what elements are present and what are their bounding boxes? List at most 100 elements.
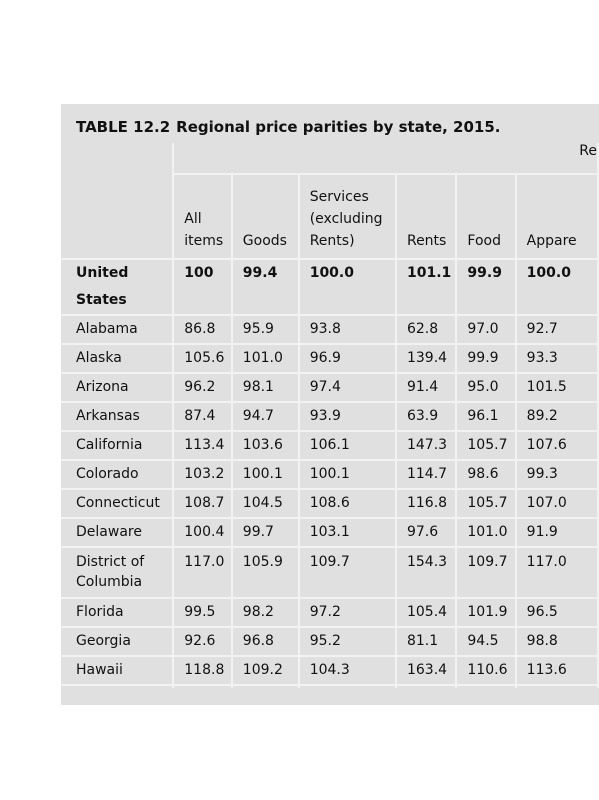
value-cell: 96.8 <box>232 628 300 657</box>
table-row: Hawaii 118.8 109.2 104.3 163.4 110.6 113.6 <box>61 657 599 686</box>
table-row: Connecticut 108.7 104.5 108.6 116.8 105.7 107.… <box>61 490 599 519</box>
value-cell: 100.4 <box>174 519 233 548</box>
value-cell: 105.9 <box>232 548 300 599</box>
value-cell: 98.8 <box>516 628 599 657</box>
value-cell: 91.9 <box>516 519 599 548</box>
value-cell: 103.2 <box>174 461 233 490</box>
value-cell: 109.7 <box>299 548 397 599</box>
value-cell: 100.1 <box>232 461 300 490</box>
value-cell: 81.1 <box>396 628 458 657</box>
value-cell: 113.6 <box>516 657 599 686</box>
value-cell: 98.1 <box>232 374 300 403</box>
price-parities-table: Re All items Goods Services (excluding R… <box>61 143 599 688</box>
col-header-apparel: Appare <box>516 175 599 260</box>
value-cell: 104.5 <box>232 490 300 519</box>
state-name-cell: Arkansas <box>61 403 175 432</box>
value-cell: 108.6 <box>299 490 397 519</box>
table-row: United States 100 99.4 100.0 101.1 99.9 100.0 <box>61 260 599 316</box>
value-cell: 147.3 <box>396 432 458 461</box>
value-cell: 101.0 <box>232 345 300 374</box>
value-cell: 105.4 <box>396 599 458 628</box>
value-cell: 89.2 <box>516 403 599 432</box>
state-name-cell: Alabama <box>61 316 175 345</box>
value-cell: 99.7 <box>232 519 300 548</box>
value-cell: 113.4 <box>174 432 233 461</box>
state-name-cell: Connecticut <box>61 490 175 519</box>
value-cell: 110.6 <box>457 657 517 686</box>
value-cell: 94.5 <box>457 628 517 657</box>
state-name-cell: District of Columbia <box>61 548 175 599</box>
value-cell: 107.0 <box>516 490 599 519</box>
table-row: Alabama 86.8 95.9 93.8 62.8 97.0 92.7 <box>61 316 599 345</box>
table-title: TABLE 12.2 Regional price parities by sta… <box>76 118 501 136</box>
value-cell: 87.4 <box>174 403 233 432</box>
value-cell: 99.5 <box>174 599 233 628</box>
value-cell: 154.3 <box>396 548 458 599</box>
table-row: District of Columbia 117.0 105.9 109.7 154.3… <box>61 548 599 599</box>
state-name-cell: California <box>61 432 175 461</box>
value-cell: 109.7 <box>457 548 517 599</box>
state-name-cell: Delaware <box>61 519 175 548</box>
value-cell: 97.6 <box>457 686 517 688</box>
value-cell: 86.8 <box>174 316 233 345</box>
value-cell: 63.9 <box>396 403 458 432</box>
state-name-cell: Colorado <box>61 461 175 490</box>
value-cell: 96.5 <box>516 599 599 628</box>
state-name-cell: Alaska <box>61 345 175 374</box>
table-caption: Regional price parities by state, 2015. <box>176 118 501 136</box>
table-row: California 113.4 103.6 106.1 147.3 105.7 107.6 <box>61 432 599 461</box>
table-row: Delaware 100.4 99.7 103.1 97.6 101.0 91.9 <box>61 519 599 548</box>
value-cell: 94.7 <box>232 403 300 432</box>
table-panel <box>61 104 599 705</box>
value-cell: 98.0 <box>233 686 300 688</box>
value-cell: 91.4 <box>396 374 458 403</box>
value-cell: 100.0 <box>299 260 397 316</box>
value-cell: 99.9 <box>457 260 517 316</box>
value-cell: 97.2 <box>299 599 397 628</box>
value-cell: 100 <box>174 260 233 316</box>
value-cell: 103.1 <box>299 519 397 548</box>
table-row: Georgia 92.6 96.8 95.2 81.1 94.5 98.8 <box>61 628 599 657</box>
col-header-food: Food <box>457 175 517 260</box>
value-cell: 114.7 <box>396 461 458 490</box>
col-header-all-items: All items <box>174 175 233 260</box>
value-cell: 101.9 <box>457 599 517 628</box>
value-cell: 93.3 <box>516 345 599 374</box>
col-header-services: Services (excluding Rents) <box>299 175 397 260</box>
state-name-cell: Georgia <box>61 628 175 657</box>
table-row: Alaska 105.6 101.0 96.9 139.4 99.9 93.3 <box>61 345 599 374</box>
value-cell: 116.8 <box>396 490 458 519</box>
value-cell: 97.0 <box>457 316 517 345</box>
value-cell: 95.9 <box>232 316 300 345</box>
col-header-rents: Rents <box>396 175 458 260</box>
value-cell: 78.7 <box>397 686 458 688</box>
value-cell: 94.4 <box>517 686 599 688</box>
value-cell: 93.4 <box>174 686 233 688</box>
value-cell: 100.1 <box>299 461 397 490</box>
stub-header <box>61 143 175 260</box>
value-cell: 98.2 <box>232 599 300 628</box>
value-cell: 99.4 <box>232 260 300 316</box>
state-name-cell: United States <box>61 260 175 316</box>
value-cell: 117.0 <box>174 548 233 599</box>
value-cell: 105.6 <box>174 345 233 374</box>
table-container: Re All items Goods Services (excluding R… <box>61 143 599 688</box>
value-cell: 107.6 <box>516 432 599 461</box>
value-cell: 139.4 <box>396 345 458 374</box>
value-cell: 118.8 <box>174 657 233 686</box>
value-cell: 103.6 <box>232 432 300 461</box>
table-row: Arkansas 87.4 94.7 93.9 63.9 96.1 89.2 <box>61 403 599 432</box>
state-name-cell: Idaho <box>61 686 175 688</box>
value-cell: 99.9 <box>457 345 517 374</box>
state-name-cell: Hawaii <box>61 657 175 686</box>
value-cell: 93.8 <box>299 316 397 345</box>
value-cell: 96.9 <box>299 345 397 374</box>
value-cell: 105.7 <box>457 432 517 461</box>
value-cell: 101.0 <box>457 519 517 548</box>
value-cell: 95.0 <box>457 374 517 403</box>
value-cell: 62.8 <box>396 316 458 345</box>
col-header-goods: Goods <box>232 175 300 260</box>
value-cell: 109.2 <box>232 657 300 686</box>
value-cell: 97.4 <box>299 374 397 403</box>
value-cell: 101.1 <box>396 260 458 316</box>
